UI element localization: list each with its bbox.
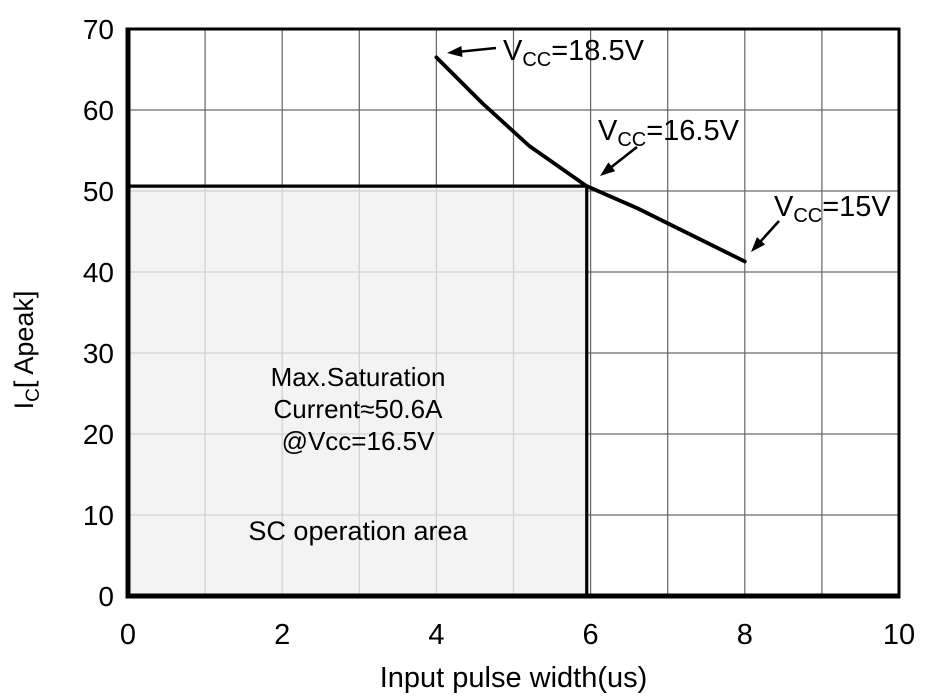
sc-operation-area [128,186,587,596]
y-axis-title: IC[ Apeak] [9,291,44,410]
y-tick-label-50: 50 [83,176,114,207]
x-tick-label-0: 0 [120,619,136,651]
x-axis-title: Input pulse width(us) [380,662,648,694]
x-tick-label-10: 10 [883,619,915,651]
annotation-line-1: Current≈50.6A [274,394,444,424]
callout-vcc165-label: VCC=16.5V [598,115,740,151]
y-tick-label-70: 70 [83,14,114,45]
x-tick-label-8: 8 [737,619,753,651]
x-tick-label-2: 2 [274,619,290,651]
y-tick-label-30: 30 [83,338,114,369]
callout-vcc15-label: VCC=15V [774,191,891,227]
annotation-line-2: @Vcc=16.5V [282,426,436,456]
annotation-line-0: Max.Saturation [271,362,446,392]
x-tick-label-4: 4 [428,619,444,651]
y-tick-label-0: 0 [98,581,114,612]
callout-vcc185-label: VCC=18.5V [503,35,645,71]
sc-area-label: SC operation area [248,516,468,546]
callout-vcc185-arrow-head [447,46,463,57]
y-tick-label-40: 40 [83,257,114,288]
y-tick-label-20: 20 [83,419,114,450]
callout-vcc15-arrow-head [751,237,766,252]
callout-vcc165-arrow-head [600,162,616,176]
x-tick-label-6: 6 [583,619,599,651]
y-tick-label-10: 10 [83,500,114,531]
vcc-curve [434,55,747,264]
y-tick-label-60: 60 [83,95,114,126]
